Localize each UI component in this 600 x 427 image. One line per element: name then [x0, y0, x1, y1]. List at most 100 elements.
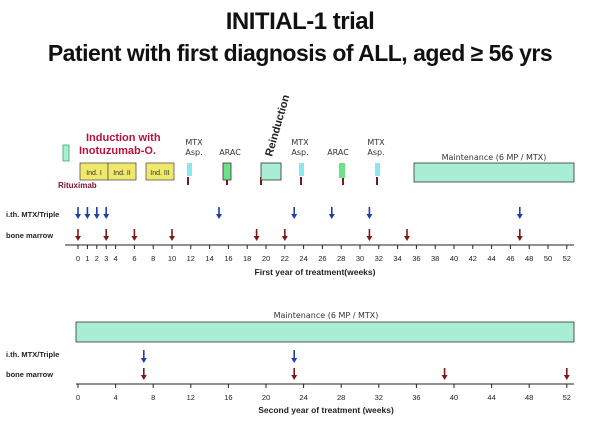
tick-label: 18 — [243, 254, 251, 263]
tick-label: 2 — [95, 254, 99, 263]
tick-label: 1 — [85, 254, 89, 263]
ith-arrow — [328, 207, 335, 219]
mtx-1-block — [187, 163, 192, 176]
arac-2-label: ARAC — [327, 148, 349, 157]
tick-label: 40 — [450, 254, 458, 263]
induction-3-block — [145, 162, 175, 181]
bone-marrow-row-label-year1: bone marrow — [6, 231, 53, 240]
tick-label: 24 — [299, 254, 307, 263]
tick-label: 16 — [224, 254, 232, 263]
tick-label: 32 — [375, 393, 383, 402]
ith-arrows-year2 — [140, 350, 298, 363]
bone-marrow-arrow — [281, 229, 288, 241]
tick-label: 42 — [469, 254, 477, 263]
inotuzumab-label: Inotuzumab-O. — [79, 145, 156, 157]
tick-label: 48 — [525, 254, 533, 263]
induction-2-label: Ind. II — [113, 170, 131, 177]
tick-label: 26 — [318, 254, 326, 263]
arac-1-block — [222, 162, 232, 181]
maintenance-label-year2: Maintenance (6 MP / MTX) — [274, 311, 379, 320]
bone-marrow-arrows-year1 — [75, 229, 523, 241]
slide-subtitle: Patient with first diagnosis of ALL, age… — [47, 40, 553, 66]
tick-label: 6 — [132, 254, 136, 263]
tick-label: 36 — [412, 254, 420, 263]
arac-2-block — [339, 163, 345, 178]
bone-marrow-arrows-year2 — [140, 368, 570, 380]
ith-arrow — [93, 207, 100, 219]
tick-label: 30 — [356, 254, 364, 263]
asp-3-label: Asp. — [367, 148, 384, 157]
asp-2-label: Asp. — [291, 148, 308, 157]
induction-label: Induction with — [86, 132, 161, 144]
tick-label: 52 — [563, 254, 571, 263]
reinduction-label: Reinduction — [263, 93, 292, 158]
tick-label: 16 — [224, 393, 232, 402]
tick-label: 34 — [393, 254, 401, 263]
tick-label: 48 — [525, 393, 533, 402]
bone-marrow-arrow — [131, 229, 138, 241]
bone-marrow-arrow — [441, 368, 448, 380]
tick-label: 8 — [151, 393, 155, 402]
axis-title-year1: First year of treatment(weeks) — [255, 267, 376, 277]
ith-arrow — [140, 350, 147, 363]
tick-label: 12 — [187, 393, 195, 402]
bone-marrow-arrow — [516, 229, 523, 241]
tick-label: 20 — [262, 393, 270, 402]
tick-label: 4 — [114, 254, 118, 263]
asp-1-label: Asp. — [185, 148, 202, 157]
axis-ticks-year1: 0 1 2 3 4 6 8 10 12 14 16 18 20 22 24 26 28 30 32 34 36 38 40 4… — [76, 245, 571, 263]
tick-label: 20 — [262, 254, 270, 263]
bone-marrow-arrow — [103, 229, 110, 241]
tick-label: 24 — [299, 393, 307, 402]
tick-label: 32 — [375, 254, 383, 263]
pre-phase-block — [62, 144, 70, 162]
ith-arrow — [516, 207, 523, 219]
mtx-3-block — [375, 163, 380, 176]
bone-marrow-arrow — [75, 229, 81, 241]
ith-arrows-year1 — [75, 207, 523, 219]
induction-2-block — [107, 162, 137, 181]
bone-marrow-arrow — [291, 368, 298, 380]
bone-marrow-arrow — [140, 368, 147, 380]
tick-label: 52 — [563, 393, 571, 402]
induction-1-label: Ind. I — [86, 170, 102, 177]
tick-label: 46 — [506, 254, 514, 263]
maintenance-block-year1 — [413, 162, 575, 183]
bone-marrow-arrow — [404, 229, 410, 241]
tick-label: 44 — [487, 254, 495, 263]
mtx-3-label: MTX — [367, 138, 385, 147]
axis-ticks-year2: 0 4 8 12 16 20 24 28 32 36 40 44 48 52 — [76, 384, 571, 402]
ith-arrow — [216, 207, 222, 219]
tick-label: 36 — [412, 393, 420, 402]
tick-label: 3 — [104, 254, 108, 263]
tick-label: 14 — [205, 254, 213, 263]
tick-label: 22 — [281, 254, 289, 263]
tick-label: 44 — [487, 393, 495, 402]
bone-marrow-arrow — [563, 368, 570, 380]
tick-label: 28 — [337, 393, 345, 402]
ith-arrow — [291, 207, 298, 219]
rituximab-markers — [187, 177, 378, 185]
tick-label: 4 — [114, 393, 118, 402]
bone-marrow-arrow — [366, 229, 373, 241]
maintenance-block-year2 — [75, 321, 575, 343]
slide-title: INITIAL-1 trial — [225, 8, 375, 35]
tick-label: 38 — [431, 254, 439, 263]
tick-label: 28 — [337, 254, 345, 263]
ith-arrow — [103, 207, 110, 219]
ith-arrow — [366, 207, 373, 219]
bone-marrow-arrow — [169, 229, 175, 241]
ith-row-label-year1: i.th. MTX/Triple — [6, 210, 59, 219]
induction-3-label: Ind. III — [150, 170, 170, 177]
mtx-2-block — [299, 163, 304, 176]
maintenance-label-year1: Maintenance (6 MP / MTX) — [442, 153, 547, 162]
tick-label: 0 — [76, 393, 80, 402]
bone-marrow-arrow — [253, 229, 260, 241]
mtx-1-label: MTX — [185, 138, 203, 147]
tick-label: 40 — [450, 393, 458, 402]
ith-arrow — [75, 207, 81, 219]
tick-label: 12 — [187, 254, 195, 263]
ith-row-label-year2: i.th. MTX/Triple — [6, 350, 59, 359]
tick-label: 0 — [76, 254, 80, 263]
